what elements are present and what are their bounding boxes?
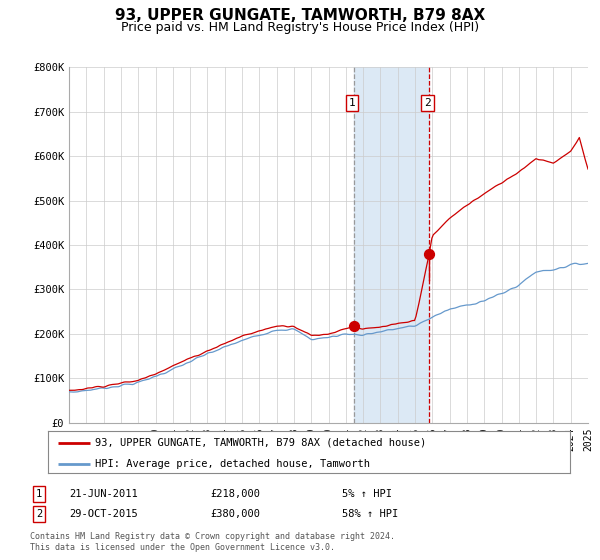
Text: 1: 1 bbox=[36, 489, 42, 499]
Text: 58% ↑ HPI: 58% ↑ HPI bbox=[342, 509, 398, 519]
Text: £380,000: £380,000 bbox=[210, 509, 260, 519]
Text: 29-OCT-2015: 29-OCT-2015 bbox=[69, 509, 138, 519]
Text: This data is licensed under the Open Government Licence v3.0.: This data is licensed under the Open Gov… bbox=[30, 543, 335, 552]
Text: HPI: Average price, detached house, Tamworth: HPI: Average price, detached house, Tamw… bbox=[95, 459, 370, 469]
Text: 21-JUN-2011: 21-JUN-2011 bbox=[69, 489, 138, 499]
Text: 2: 2 bbox=[36, 509, 42, 519]
Text: Contains HM Land Registry data © Crown copyright and database right 2024.: Contains HM Land Registry data © Crown c… bbox=[30, 532, 395, 541]
Text: 2: 2 bbox=[424, 98, 431, 108]
Text: £218,000: £218,000 bbox=[210, 489, 260, 499]
Text: 93, UPPER GUNGATE, TAMWORTH, B79 8AX (detached house): 93, UPPER GUNGATE, TAMWORTH, B79 8AX (de… bbox=[95, 438, 426, 448]
Text: 5% ↑ HPI: 5% ↑ HPI bbox=[342, 489, 392, 499]
Bar bbox=[354, 67, 430, 423]
Text: 1: 1 bbox=[349, 98, 355, 108]
Text: 93, UPPER GUNGATE, TAMWORTH, B79 8AX: 93, UPPER GUNGATE, TAMWORTH, B79 8AX bbox=[115, 8, 485, 24]
Point bbox=[425, 249, 434, 258]
Point bbox=[349, 321, 359, 330]
Text: Price paid vs. HM Land Registry's House Price Index (HPI): Price paid vs. HM Land Registry's House … bbox=[121, 21, 479, 34]
